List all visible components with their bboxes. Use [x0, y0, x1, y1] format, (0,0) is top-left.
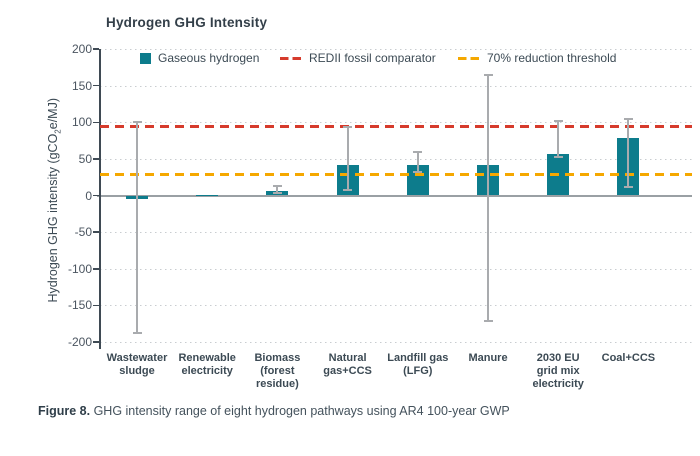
ref-line-threshold	[100, 173, 692, 177]
y-tick-mark	[93, 268, 99, 270]
x-axis-label-5: Manure	[468, 352, 508, 364]
legend-item-2: 70% reduction threshold	[458, 51, 616, 65]
y-tick-mark	[93, 231, 99, 233]
error-bar-line-6	[557, 120, 560, 158]
error-bar-line-5	[487, 74, 489, 322]
gridline--150	[100, 305, 692, 307]
bar-series-1	[196, 194, 219, 196]
y-axis-title-subscript: 2	[53, 129, 63, 134]
y-tick-mark	[93, 48, 99, 50]
x-axis-label-0: Wastewater sludge	[106, 352, 168, 377]
y-tick-mark	[93, 121, 99, 123]
x-axis-label-3: Natural gas+CCS	[323, 352, 372, 377]
legend-dash-swatch	[458, 56, 479, 60]
gridline-100	[100, 122, 692, 124]
y-tick-mark	[93, 341, 99, 343]
x-axis-label-7: Coal+CCS	[601, 352, 656, 364]
error-bar-cap-high-2	[272, 184, 282, 187]
x-axis-label-4: Landfill gas (LFG)	[387, 352, 449, 377]
gridline--100	[100, 268, 692, 270]
gridline--50	[100, 232, 692, 234]
error-bar-cap-low-7	[623, 185, 633, 188]
error-bar-cap-low-3	[343, 188, 353, 191]
chart-title: Hydrogen GHG Intensity	[106, 15, 268, 30]
y-tick-label: 50	[78, 151, 92, 166]
legend-label-2: 70% reduction threshold	[487, 51, 617, 65]
legend-square-swatch	[140, 52, 151, 64]
error-bar-cap-low-6	[553, 156, 563, 159]
legend-label-1: REDII fossil comparator	[309, 51, 436, 65]
legend-label-0: Gaseous hydrogen	[158, 51, 260, 65]
y-tick-mark	[93, 84, 99, 87]
gridline-150	[100, 85, 692, 87]
error-bar-line-4	[416, 151, 419, 173]
error-bar-cap-high-6	[553, 119, 563, 122]
y-tick-label: -50	[74, 225, 92, 240]
gridline-200	[100, 49, 692, 50]
error-bar-cap-high-5	[483, 73, 493, 76]
figure-caption: Figure 8. GHG intensity range of eight h…	[38, 404, 510, 418]
error-bar-cap-high-3	[343, 126, 353, 129]
error-bar-cap-low-5	[483, 320, 493, 323]
error-bar-line-3	[346, 127, 349, 190]
caption-text: GHG intensity range of eight hydrogen pa…	[90, 404, 510, 418]
y-tick-label: 150	[71, 78, 92, 93]
y-tick-label: -200	[67, 335, 92, 349]
x-axis-label-1: Renewable electricity	[178, 352, 236, 377]
y-tick-mark	[93, 158, 99, 160]
y-tick-label: 100	[71, 115, 92, 130]
legend-item-0: Gaseous hydrogen	[140, 51, 259, 65]
y-tick-label: -150	[67, 298, 92, 313]
x-axis-label-6: 2030 EU grid mix electricity	[532, 352, 584, 390]
y-tick-label: 0	[85, 188, 92, 203]
legend-dash-swatch	[280, 56, 301, 60]
zero-axis-line	[97, 194, 692, 197]
y-tick-mark	[93, 194, 99, 197]
bar-series-4	[406, 164, 429, 196]
y-tick-label: 200	[71, 42, 92, 56]
error-bar-cap-high-0	[132, 121, 142, 124]
ref-line-redii	[100, 125, 692, 129]
caption-figure-number: Figure 8.	[38, 404, 91, 418]
error-bar-cap-high-7	[623, 117, 633, 120]
error-bar-cap-low-0	[132, 332, 142, 335]
error-bar-cap-high-4	[413, 150, 423, 153]
error-bar-line-2	[276, 185, 279, 194]
legend-item-1: REDII fossil comparator	[280, 51, 436, 65]
error-bar-line-7	[627, 118, 630, 187]
gridline-50	[100, 158, 692, 160]
x-axis-label-2: Biomass (forest residue)	[254, 352, 301, 390]
y-axis-line	[99, 49, 101, 349]
error-bar-cap-low-4	[413, 171, 423, 174]
error-bar-line-0	[136, 122, 138, 334]
error-bar-cap-low-2	[272, 192, 282, 195]
y-tick-label: -100	[67, 261, 92, 276]
gridline--200	[100, 342, 692, 343]
y-tick-mark	[93, 304, 99, 307]
